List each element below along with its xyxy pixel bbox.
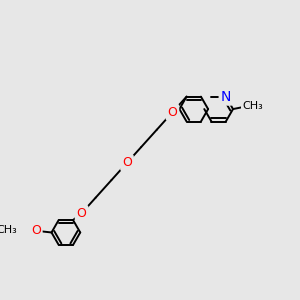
Text: CH₃: CH₃ xyxy=(0,225,17,235)
Text: O: O xyxy=(76,207,86,220)
Text: O: O xyxy=(31,224,41,237)
Text: O: O xyxy=(122,156,132,169)
Text: O: O xyxy=(167,106,177,119)
Text: CH₃: CH₃ xyxy=(243,101,263,112)
Text: N: N xyxy=(220,90,231,104)
